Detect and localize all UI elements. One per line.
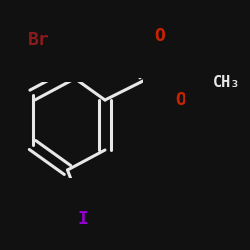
Text: I: I [77,210,88,228]
Text: CH₃: CH₃ [212,75,240,90]
Text: Br: Br [28,31,50,49]
Text: O: O [154,27,166,45]
Text: O: O [175,91,186,109]
